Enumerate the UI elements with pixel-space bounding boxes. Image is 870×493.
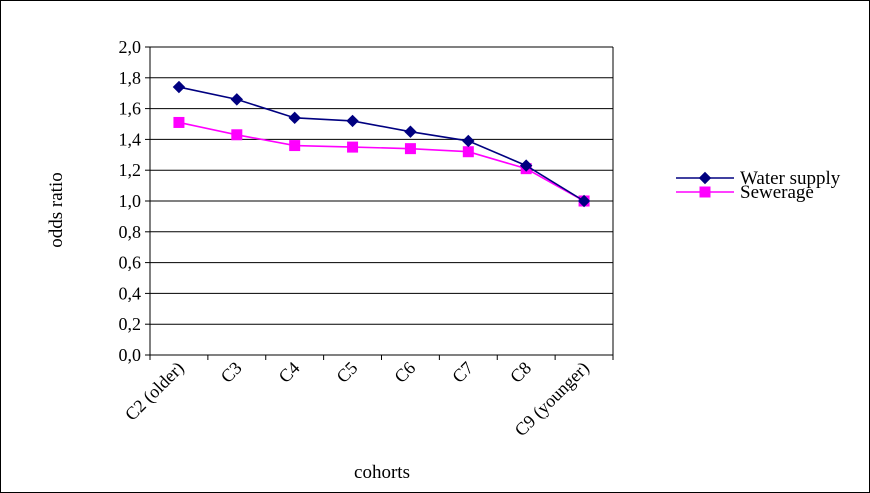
x-tick-label: C2 (older) xyxy=(121,358,189,426)
y-tick-label: 1,2 xyxy=(119,160,142,180)
data-point xyxy=(404,125,417,138)
y-tick-label: 1,4 xyxy=(119,129,142,149)
y-tick-labels: 0,0 0,2 0,4 0,6 0,8 1,0 1,2 1,4 1,6 1,8 2,0 xyxy=(119,37,142,365)
data-point xyxy=(577,194,591,208)
gridlines xyxy=(150,46,614,355)
data-point xyxy=(519,159,533,172)
y-tick-label: 0,0 xyxy=(119,345,142,365)
series xyxy=(172,80,591,208)
data-point xyxy=(404,143,416,155)
series-line xyxy=(178,121,585,202)
y-tick-label: 1,8 xyxy=(119,68,142,88)
y-tick-label: 1,6 xyxy=(119,99,142,119)
x-tick-label: C7 xyxy=(448,358,477,387)
legend-marker xyxy=(699,186,711,198)
y-axis-title: odds ratio xyxy=(46,172,67,247)
y-tick-label: 0,2 xyxy=(119,314,142,334)
series-line xyxy=(178,86,585,202)
data-point xyxy=(173,116,185,128)
data-point xyxy=(462,146,474,158)
series-sewerage xyxy=(173,116,590,207)
y-tick-label: 2,0 xyxy=(119,37,142,57)
axes xyxy=(145,46,614,360)
y-tick-label: 1,0 xyxy=(119,191,142,211)
data-point xyxy=(288,111,301,125)
y-tick-label: 0,6 xyxy=(119,253,142,273)
data-point xyxy=(172,80,186,94)
legend-marker xyxy=(698,171,712,185)
legend-label: Sewerage xyxy=(740,182,814,203)
legend-item-water-supply: Water supply xyxy=(676,168,841,189)
legend-item-sewerage: Sewerage xyxy=(676,182,814,203)
y-tick-label: 0,4 xyxy=(119,283,142,303)
data-point xyxy=(462,134,475,148)
data-point xyxy=(289,140,301,152)
legend-label: Water supply xyxy=(740,168,841,189)
x-tick-label: C3 xyxy=(217,358,246,387)
x-tick-label: C8 xyxy=(506,358,535,387)
x-tick-label: C4 xyxy=(275,358,304,387)
series-water-supply xyxy=(172,80,591,208)
x-tick-label: C5 xyxy=(332,358,361,387)
x-axis-title: cohorts xyxy=(354,462,410,483)
data-point xyxy=(230,93,244,106)
y-tick-label: 0,8 xyxy=(119,222,142,242)
data-point xyxy=(346,114,359,128)
data-point xyxy=(231,129,243,141)
data-point xyxy=(347,141,359,153)
x-tick-label: C6 xyxy=(390,358,419,387)
